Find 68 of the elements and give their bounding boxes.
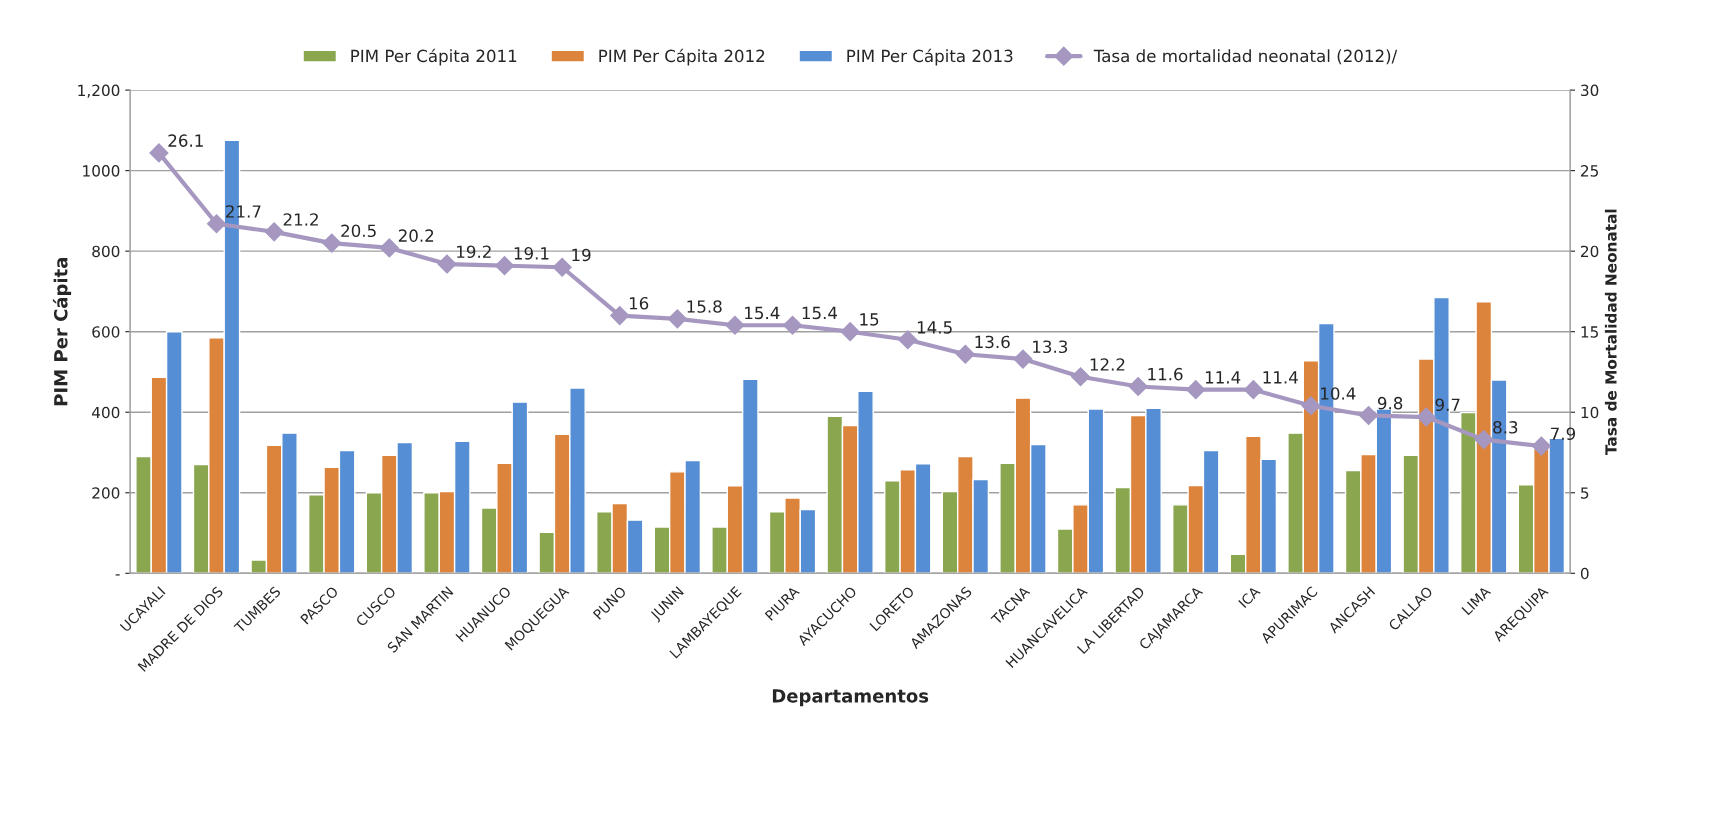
data-label: 9.8 (1377, 396, 1403, 410)
data-label: 15.4 (745, 306, 780, 320)
x-tick-label: ICA (1238, 585, 1261, 609)
data-label: 15 (860, 313, 879, 326)
point (1243, 380, 1263, 400)
legend-label: PIM Per Cápita 2011 (351, 48, 517, 66)
data-label: 13.3 (1033, 340, 1068, 354)
data-label: 15.4 (802, 306, 838, 320)
y-tick-label: 200 (92, 487, 120, 499)
point (725, 315, 745, 335)
point (840, 322, 860, 342)
data-label: 15.8 (687, 300, 722, 313)
point (1359, 405, 1379, 425)
point (1128, 376, 1148, 396)
legend-label: PIM Per Cápita 2012 (599, 48, 765, 66)
data-label: 13.6 (975, 335, 1010, 349)
y-tick-label: 400 (91, 406, 120, 419)
point (1301, 396, 1321, 416)
point (783, 315, 803, 335)
y-axis-title: PIM Per Cápita (52, 258, 72, 406)
x-axis-title: Departamentos (772, 689, 929, 707)
data-label: 20.2 (398, 229, 434, 242)
y2-tick-label: 15 (1581, 326, 1598, 338)
point (1531, 436, 1551, 456)
data-label: 11.4 (1205, 371, 1241, 384)
point (552, 257, 572, 277)
y-tick-label: - (115, 574, 120, 576)
data-label: 19.2 (457, 245, 491, 259)
point (898, 330, 918, 350)
y2-tick-label: 10 (1581, 406, 1599, 419)
point (667, 309, 687, 329)
point (955, 344, 975, 364)
point (1474, 430, 1494, 450)
data-label: 11.4 (1263, 371, 1298, 384)
point (495, 256, 515, 276)
data-label: 11.6 (1148, 367, 1183, 381)
data-label: 7.9 (1551, 427, 1576, 441)
point (1071, 367, 1091, 387)
point (610, 306, 630, 326)
data-label: 19 (572, 248, 591, 262)
point (322, 233, 342, 253)
legend-label: PIM Per Cápita 2013 (847, 48, 1013, 66)
legend-label: Tasa de mortalidad neonatal (2012)/ (1093, 49, 1398, 65)
y2-tick-label: 25 (1581, 165, 1598, 177)
point (1186, 380, 1206, 400)
data-label: 12.2 (1090, 358, 1125, 371)
y2-tick-label: 20 (1581, 245, 1599, 258)
point (1013, 349, 1033, 369)
y2-tick-label: 30 (1581, 84, 1599, 97)
data-label: 16 (629, 296, 649, 310)
data-label: 21.2 (283, 213, 318, 226)
data-label: 20.5 (341, 224, 376, 238)
point (264, 222, 284, 242)
y-tick-label: 600 (92, 326, 120, 338)
y2-tick-label: 5 (1581, 487, 1589, 499)
y-tick-label: 800 (92, 245, 120, 258)
y2-axis-title: Tasa de Mortalidad Neonatal (1604, 209, 1617, 455)
y-tick-label: 1,200 (78, 84, 120, 98)
point (1416, 407, 1436, 427)
data-label: 26.1 (168, 134, 203, 147)
point (437, 254, 457, 274)
data-label: 14.5 (917, 321, 952, 334)
point (379, 238, 399, 258)
data-label: 19.1 (514, 247, 549, 260)
point (206, 214, 227, 234)
point (149, 143, 169, 163)
y2-tick-label: 0 (1580, 567, 1589, 580)
y-tick-label: 1000 (83, 165, 120, 177)
